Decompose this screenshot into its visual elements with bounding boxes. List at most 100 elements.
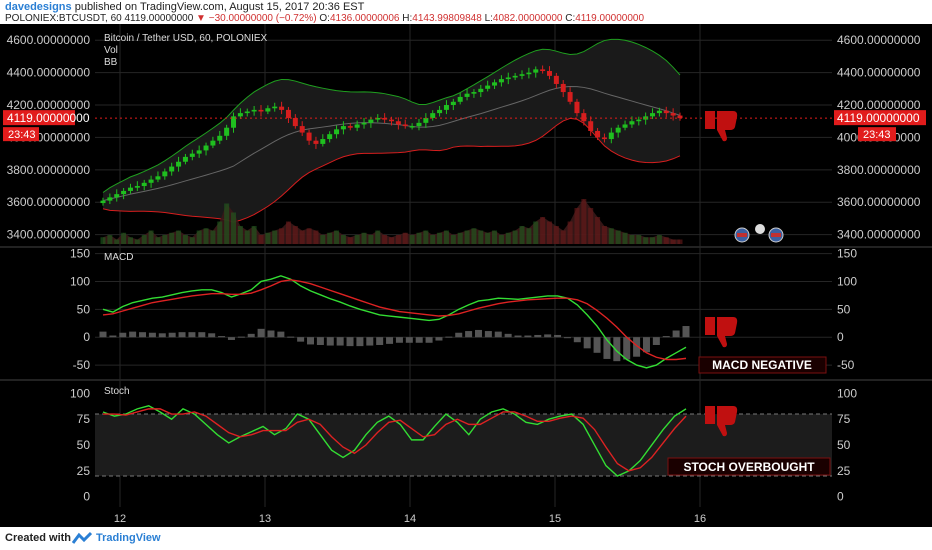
volume-bar xyxy=(546,221,552,244)
candle-body xyxy=(650,113,656,117)
x-tick-label: 13 xyxy=(259,513,271,525)
stoch-tick-label-left: 25 xyxy=(77,464,91,478)
volume-bar xyxy=(478,230,484,244)
candle-body xyxy=(340,126,346,130)
volume-bar xyxy=(382,235,388,244)
last-price-label-right: 4119.00000000 xyxy=(837,111,920,125)
volume-bar xyxy=(595,217,601,244)
macd-histogram-bar xyxy=(395,337,403,343)
macd-tick-label-left: 0 xyxy=(83,330,90,344)
tradingview-brand[interactable]: TradingView xyxy=(96,532,161,544)
candle-body xyxy=(409,126,415,128)
thumbs-down-icon xyxy=(705,406,738,437)
candle-body xyxy=(224,127,230,136)
volume-bar xyxy=(285,221,291,244)
macd-histogram-bar xyxy=(99,331,107,338)
macd-histogram-bar xyxy=(573,337,581,343)
volume-bar xyxy=(677,239,683,244)
stoch-tick-label-right: 75 xyxy=(837,412,851,426)
candle-body xyxy=(189,153,195,157)
tradingview-logo-icon xyxy=(72,531,92,544)
chart-area[interactable]: 12 13 14 15 16 4600.00000000 4600.00000000 4400… xyxy=(0,24,932,527)
macd-histogram-bar xyxy=(435,337,443,341)
volume-bar xyxy=(340,235,346,244)
macd-histogram-bar xyxy=(484,331,492,338)
volume-bar xyxy=(615,230,621,244)
volume-bar xyxy=(368,235,374,244)
candle-body xyxy=(505,77,511,80)
candle-body xyxy=(169,166,175,172)
macd-histogram-bar xyxy=(119,332,127,338)
candle-body xyxy=(416,122,422,127)
candle-body xyxy=(423,117,429,123)
candle-body xyxy=(656,110,662,114)
chart-canvas[interactable]: 12 13 14 15 16 4600.00000000 4600.00000000 4400… xyxy=(0,24,932,527)
candle-body xyxy=(244,111,250,114)
macd-histogram-bar xyxy=(682,326,690,338)
candle-body xyxy=(203,145,209,151)
thumbs-down-icon xyxy=(705,111,738,142)
thumb-cuff xyxy=(705,406,715,424)
candle-body xyxy=(457,96,463,102)
volume-bar xyxy=(279,228,285,244)
macd-histogram-bar xyxy=(356,337,364,347)
macd-pane-title: MACD xyxy=(104,252,133,263)
candle-body xyxy=(395,121,401,125)
volume-bar xyxy=(189,237,195,244)
volume-bar xyxy=(650,237,656,244)
price-tick-label-left: 4400.00000000 xyxy=(7,66,91,80)
macd-tick-label-right: 100 xyxy=(837,274,857,288)
macd-histogram-bar xyxy=(148,332,156,338)
candle-body xyxy=(615,127,621,133)
volume-bar xyxy=(526,228,532,244)
macd-histogram-bar xyxy=(613,337,621,362)
thumb-cuff xyxy=(705,111,715,129)
candle-body xyxy=(272,106,278,109)
macd-tick-label-left: 100 xyxy=(70,274,90,288)
candle-body xyxy=(389,119,394,122)
macd-histogram-bar xyxy=(376,337,384,345)
candle-body xyxy=(464,93,470,97)
macd-histogram-bar xyxy=(504,333,512,338)
candle-body xyxy=(285,109,291,118)
macd-histogram-bar xyxy=(198,332,206,338)
price-tick-label-right: 4200.00000000 xyxy=(837,98,921,112)
candle-body xyxy=(636,119,642,122)
candle-body xyxy=(210,140,216,146)
volume-bar xyxy=(656,235,662,244)
macd-tick-label-right: 50 xyxy=(837,302,851,316)
candle-body xyxy=(121,190,127,195)
volume-bar xyxy=(306,228,312,244)
volume-bar xyxy=(450,235,456,244)
candle-body xyxy=(492,82,498,86)
author-link[interactable]: davedesigns xyxy=(5,1,72,13)
change-value: −30.00000000 (−0.72%) xyxy=(208,13,317,24)
macd-histogram-bar xyxy=(593,337,601,353)
macd-histogram-bar xyxy=(603,337,611,359)
close-label: C: xyxy=(565,13,576,24)
volume-bar xyxy=(389,237,394,244)
candle-body xyxy=(141,182,147,187)
volume-bar xyxy=(244,230,250,244)
volume-bar xyxy=(224,203,230,244)
volume-bar xyxy=(231,212,237,244)
macd-histogram-bar xyxy=(386,337,394,344)
candle-body xyxy=(299,126,305,133)
volume-bar xyxy=(601,226,607,244)
change-arrow-icon: ▼ xyxy=(196,13,206,24)
candle-body xyxy=(361,122,367,125)
candle-body xyxy=(608,132,614,140)
volume-bar xyxy=(588,208,594,244)
volume-bar xyxy=(148,230,154,244)
ohlc-line: POLONIEX:BTCUSDT, 60 4119.00000000 ▼ −30… xyxy=(5,13,644,24)
candle-body xyxy=(443,105,449,110)
candle-body xyxy=(354,124,360,128)
price-tick-label-left: 4200.00000000 xyxy=(7,98,91,112)
macd-histogram-bar xyxy=(465,331,473,338)
volume-bar xyxy=(608,228,614,244)
price-tick-label-right: 4600.00000000 xyxy=(837,33,921,47)
candle-body xyxy=(148,179,154,183)
macd-tick-label-left: -50 xyxy=(73,358,91,372)
candle-body xyxy=(382,117,388,120)
candle-body xyxy=(670,113,676,116)
